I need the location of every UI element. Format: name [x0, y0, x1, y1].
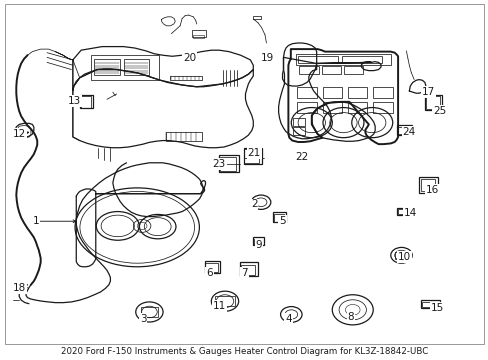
Bar [165, 132, 202, 141]
Text: 14: 14 [403, 208, 416, 218]
Text: 3: 3 [140, 314, 146, 324]
Bar [293, 118, 305, 126]
Bar [422, 302, 436, 307]
Bar [220, 157, 235, 171]
Bar [297, 87, 316, 98]
Bar [94, 59, 120, 75]
Bar [272, 212, 286, 222]
Text: 23: 23 [212, 159, 225, 169]
Bar [343, 66, 363, 74]
Bar [420, 179, 434, 192]
Text: 20: 20 [183, 53, 196, 63]
Text: 6: 6 [205, 267, 212, 278]
Bar [205, 263, 217, 272]
Bar [397, 209, 408, 215]
Text: 2: 2 [250, 199, 257, 210]
Bar [397, 127, 409, 134]
Bar [91, 55, 159, 80]
Bar [273, 214, 284, 222]
Bar [298, 56, 337, 63]
Bar [215, 296, 234, 306]
Bar [322, 102, 341, 113]
Bar [81, 96, 91, 108]
Text: 12: 12 [13, 129, 26, 139]
Bar [193, 36, 203, 39]
Bar [396, 208, 410, 215]
Text: 21: 21 [247, 148, 260, 158]
Bar [372, 102, 392, 113]
Text: 11: 11 [212, 301, 225, 311]
Text: 2020 Ford F-150 Instruments & Gauges Heater Control Diagram for KL3Z-18842-UBC: 2020 Ford F-150 Instruments & Gauges Hea… [61, 347, 427, 356]
Text: 25: 25 [432, 106, 445, 116]
Text: 13: 13 [68, 96, 81, 106]
Bar [424, 95, 441, 110]
Bar [293, 127, 305, 135]
Bar [204, 261, 220, 273]
Bar [426, 96, 439, 109]
Bar [170, 76, 202, 80]
Bar [253, 237, 264, 245]
Text: 24: 24 [402, 127, 415, 136]
Bar [341, 56, 381, 63]
Bar [244, 149, 259, 163]
Bar [420, 301, 439, 309]
Text: 18: 18 [13, 283, 26, 293]
Text: 8: 8 [347, 312, 353, 322]
Bar [372, 87, 392, 98]
Bar [321, 66, 340, 74]
Bar [418, 177, 437, 193]
Text: 4: 4 [285, 314, 291, 324]
Bar [191, 30, 206, 37]
Bar [347, 87, 366, 98]
Text: 10: 10 [397, 252, 410, 262]
Text: 7: 7 [241, 267, 247, 278]
Bar [295, 54, 390, 65]
Bar [299, 66, 318, 74]
Bar [141, 307, 158, 317]
Bar [394, 252, 407, 259]
Bar [322, 87, 341, 98]
Bar [240, 265, 255, 275]
Bar [80, 95, 93, 108]
Bar [253, 16, 261, 19]
Text: 1: 1 [32, 216, 39, 226]
Bar [219, 155, 238, 172]
Bar [243, 148, 262, 164]
Text: 19: 19 [261, 53, 274, 63]
Text: 9: 9 [255, 240, 262, 250]
Text: 5: 5 [279, 216, 285, 226]
Bar [396, 125, 411, 135]
Bar [297, 102, 316, 113]
Text: 16: 16 [425, 185, 438, 195]
Text: 15: 15 [429, 303, 443, 313]
Text: 17: 17 [421, 87, 434, 97]
Bar [254, 239, 262, 244]
Bar [123, 59, 149, 75]
Bar [239, 262, 258, 276]
Text: 22: 22 [295, 152, 308, 162]
Bar [347, 102, 366, 113]
